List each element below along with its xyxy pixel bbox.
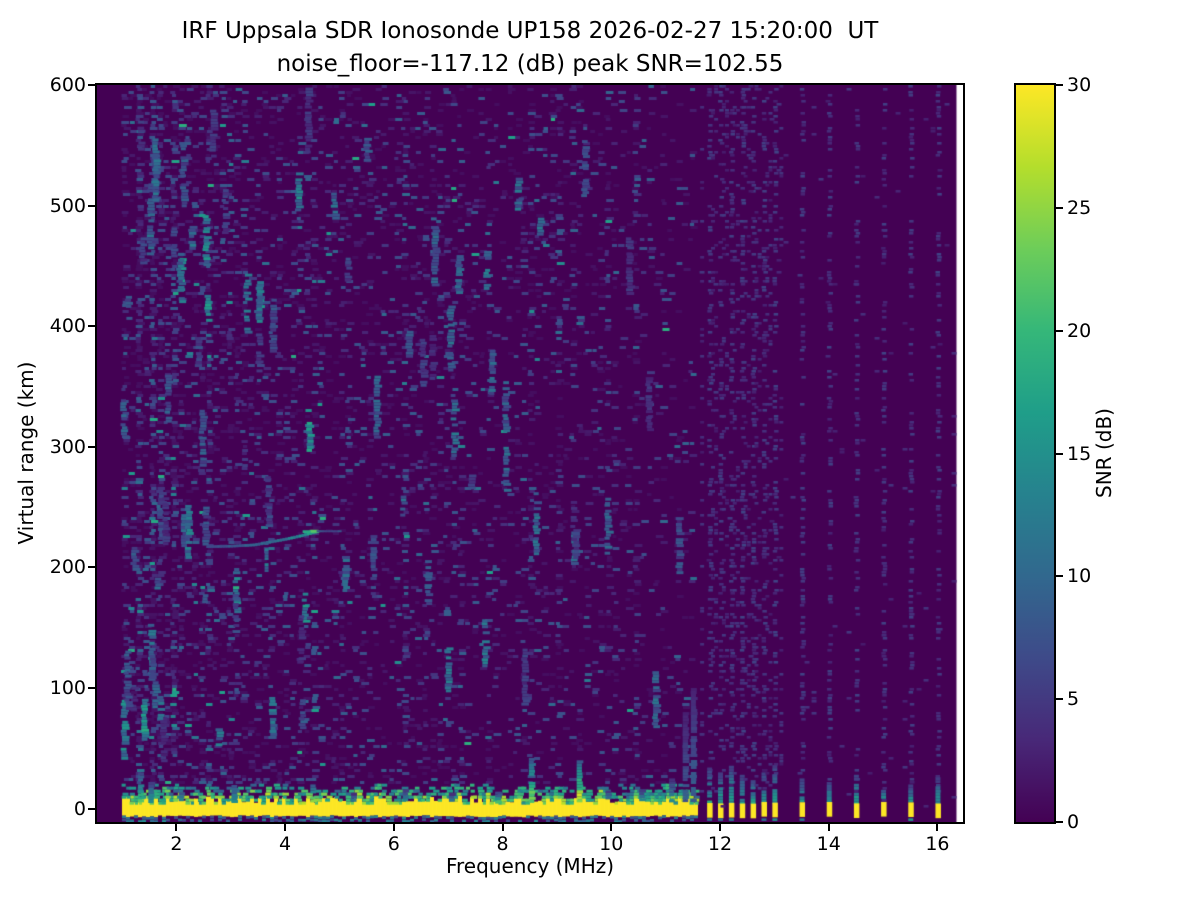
y-tick-label: 600 (49, 74, 86, 97)
y-tick-label: 300 (49, 435, 86, 458)
y-tick-mark (88, 687, 95, 689)
y-tick-label: 0 (73, 797, 86, 820)
ionogram-heatmap (97, 85, 963, 822)
colorbar-tick-label: 20 (1067, 319, 1092, 342)
plot-area (97, 85, 963, 822)
colorbar-tick-mark (1056, 575, 1063, 578)
x-tick-mark (501, 824, 504, 831)
x-tick-label: 6 (387, 833, 400, 855)
colorbar-tick-label: 15 (1067, 442, 1092, 465)
x-tick-label: 8 (496, 833, 509, 855)
x-tick-label: 2 (170, 833, 183, 855)
x-axis-label: Frequency (MHz) (445, 854, 615, 878)
x-tick-label: 10 (599, 833, 624, 855)
y-tick-mark (88, 84, 95, 87)
x-tick-mark (718, 824, 721, 831)
y-tick-label: 500 (49, 194, 86, 217)
colorbar-tick-mark (1056, 821, 1063, 823)
y-tick-label: 100 (49, 677, 86, 699)
x-tick-label: 4 (279, 833, 292, 855)
figure-title-line1: IRF Uppsala SDR Ionosonde UP158 2026-02-… (181, 18, 879, 44)
figure-title-line2: noise_floor=-117.12 (dB) peak SNR=102.55 (276, 51, 784, 77)
y-tick-label: 200 (49, 556, 86, 579)
x-tick-label: 16 (925, 833, 950, 855)
x-tick-label: 12 (707, 833, 733, 855)
y-tick-mark (88, 325, 95, 328)
y-tick-mark (88, 445, 95, 448)
colorbar-tick-mark (1056, 206, 1063, 209)
colorbar-tick-mark (1056, 698, 1063, 701)
x-tick-label: 14 (816, 833, 841, 855)
colorbar-tick-label: 5 (1067, 688, 1080, 711)
x-tick-mark (392, 824, 395, 831)
colorbar-tick-mark (1056, 452, 1063, 455)
colorbar-tick-label: 10 (1067, 565, 1092, 588)
colorbar-tick-mark (1056, 84, 1063, 86)
x-tick-mark (175, 824, 178, 831)
colorbar-tick-mark (1056, 329, 1063, 332)
colorbar-tick-label: 30 (1067, 74, 1092, 96)
colorbar-tick-label: 25 (1067, 196, 1092, 219)
x-tick-mark (936, 824, 939, 831)
y-tick-mark (88, 204, 95, 207)
x-tick-mark (827, 824, 830, 831)
x-tick-mark (284, 824, 287, 831)
y-tick-mark (88, 566, 95, 569)
colorbar-tick-label: 0 (1067, 811, 1080, 833)
y-tick-mark (88, 807, 95, 810)
x-tick-mark (610, 824, 613, 831)
colorbar (1016, 85, 1054, 822)
y-tick-label: 400 (49, 315, 86, 338)
